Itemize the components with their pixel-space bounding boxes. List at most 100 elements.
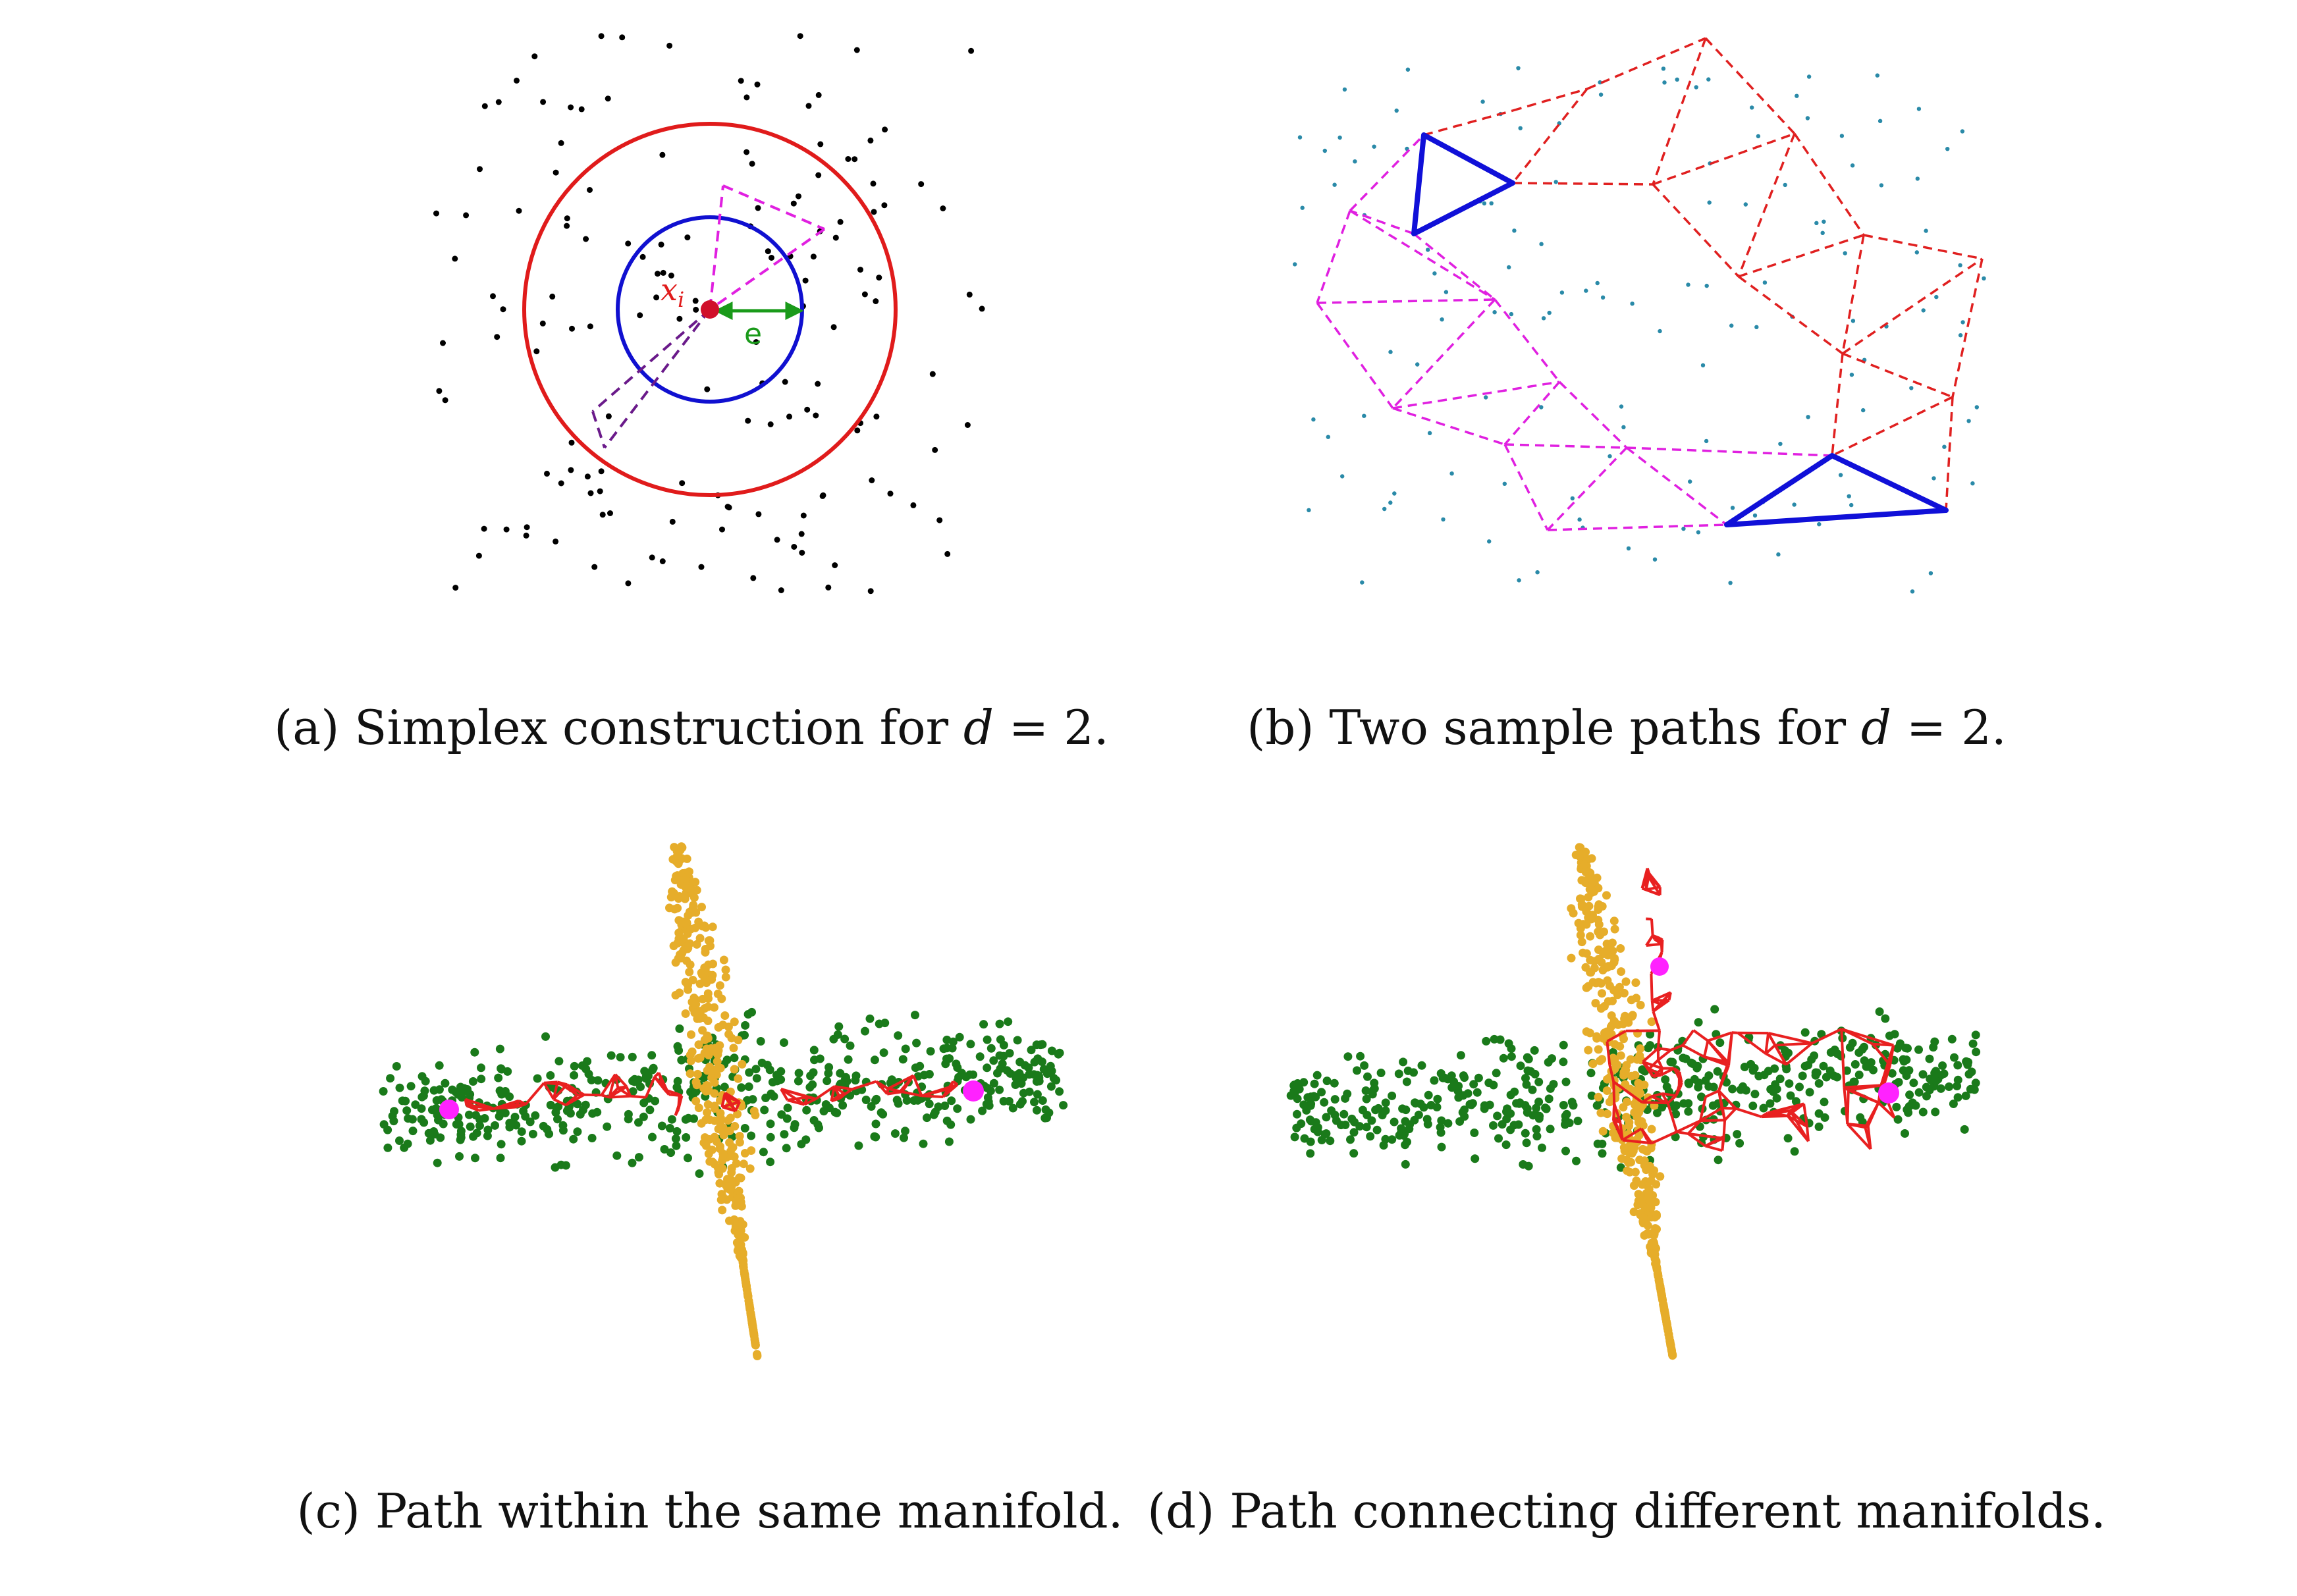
scatter-point bbox=[870, 180, 877, 187]
scatter-point bbox=[433, 210, 439, 217]
scatter-point bbox=[944, 550, 951, 557]
manifold-point bbox=[517, 1127, 526, 1136]
manifold-point bbox=[713, 1163, 722, 1172]
manifold-point bbox=[925, 1100, 934, 1109]
manifold-point bbox=[685, 967, 694, 976]
manifold-point bbox=[554, 1102, 563, 1111]
path-edge bbox=[1841, 234, 1865, 354]
manifold-point bbox=[1388, 1135, 1397, 1144]
manifold-point bbox=[472, 1129, 481, 1138]
scatter-point bbox=[1756, 134, 1761, 139]
path-edge bbox=[1721, 1136, 1725, 1151]
purple-simplex bbox=[591, 308, 711, 449]
manifold-point bbox=[686, 1069, 695, 1078]
manifold-point bbox=[1371, 1105, 1380, 1115]
manifold-point bbox=[1367, 1116, 1376, 1125]
manifold-point bbox=[693, 1054, 703, 1063]
path-edge bbox=[1662, 1092, 1677, 1098]
manifold-point bbox=[1313, 1127, 1322, 1136]
manifold-point bbox=[1606, 1022, 1615, 1031]
manifold-point bbox=[713, 1057, 722, 1066]
manifold-point bbox=[1015, 1100, 1025, 1109]
manifold-point bbox=[760, 1105, 769, 1115]
manifold-point bbox=[752, 1074, 761, 1083]
manifold-point bbox=[593, 1076, 603, 1085]
scatter-point bbox=[1517, 578, 1521, 583]
path-edge bbox=[1737, 1032, 1767, 1055]
scatter-point bbox=[1353, 159, 1357, 164]
manifold-point bbox=[411, 1100, 420, 1109]
path-edge bbox=[887, 1087, 903, 1094]
manifold-point bbox=[383, 1143, 392, 1152]
manifold-point bbox=[533, 1074, 542, 1083]
manifold-point bbox=[691, 1087, 701, 1096]
manifold-point bbox=[395, 1136, 404, 1145]
manifold-point bbox=[780, 1038, 788, 1047]
manifold-point bbox=[1656, 1172, 1665, 1181]
panel-d-orange-manifold bbox=[1567, 843, 1677, 1360]
manifold-point bbox=[721, 965, 730, 974]
manifold-point bbox=[1013, 1036, 1022, 1045]
path-edge bbox=[1722, 1107, 1736, 1110]
scatter-point bbox=[1706, 77, 1711, 82]
manifold-point bbox=[436, 1133, 445, 1142]
manifold-point bbox=[634, 1118, 643, 1127]
scatter-point bbox=[1806, 415, 1810, 419]
panel-c-red-path bbox=[464, 1071, 959, 1116]
manifold-point bbox=[657, 1121, 666, 1130]
path-edge bbox=[1737, 275, 1844, 355]
manifold-point bbox=[1366, 1132, 1375, 1141]
manifold-point bbox=[1602, 1086, 1611, 1095]
manifold-point bbox=[880, 1019, 890, 1028]
manifold-point bbox=[740, 1233, 749, 1242]
manifold-point bbox=[1027, 1046, 1036, 1055]
manifold-point bbox=[558, 1126, 568, 1135]
scatter-point bbox=[820, 492, 826, 498]
manifold-point bbox=[1507, 1052, 1516, 1061]
scatter-point bbox=[1516, 66, 1521, 70]
manifold-point bbox=[797, 1140, 806, 1149]
path-edge bbox=[583, 1093, 602, 1097]
manifold-point bbox=[1569, 1101, 1578, 1110]
manifold-point bbox=[808, 1080, 817, 1089]
scatter-point bbox=[1921, 308, 1926, 313]
scatter-point bbox=[749, 161, 755, 167]
radius-label-e: e bbox=[744, 317, 762, 351]
manifold-point bbox=[734, 1242, 743, 1252]
scatter-point bbox=[1440, 317, 1444, 322]
path-edge bbox=[566, 1083, 579, 1096]
path-edge bbox=[1831, 396, 1953, 457]
scatter-point bbox=[693, 306, 699, 313]
path-edge bbox=[614, 1073, 628, 1088]
manifold-point bbox=[1590, 957, 1599, 966]
manifold-point bbox=[734, 1186, 743, 1196]
manifold-point bbox=[1437, 1142, 1446, 1152]
manifold-point bbox=[448, 1085, 457, 1094]
manifold-point bbox=[673, 1077, 682, 1086]
path-edge bbox=[1848, 1084, 1881, 1092]
scatter-point bbox=[440, 340, 446, 346]
manifold-point bbox=[1887, 1069, 1897, 1078]
path-edge bbox=[1847, 1123, 1866, 1129]
path-edge bbox=[552, 1081, 559, 1100]
manifold-point bbox=[420, 1086, 429, 1096]
manifold-point bbox=[783, 1104, 792, 1113]
manifold-point bbox=[1559, 1057, 1568, 1067]
manifold-point bbox=[417, 1115, 426, 1124]
manifold-point bbox=[725, 1216, 734, 1225]
scatter-point bbox=[1752, 513, 1758, 518]
scatter-point bbox=[1681, 526, 1686, 531]
manifold-point bbox=[1008, 1104, 1017, 1113]
manifold-point bbox=[1608, 996, 1617, 1005]
manifold-point bbox=[1025, 1087, 1034, 1096]
scatter-point bbox=[1518, 126, 1523, 130]
manifold-point bbox=[700, 974, 709, 984]
path-edge bbox=[1831, 353, 1844, 456]
path-edge bbox=[1765, 1052, 1787, 1066]
manifold-point bbox=[672, 1141, 681, 1150]
manifold-point bbox=[766, 1157, 775, 1167]
manifold-point bbox=[1322, 1113, 1331, 1122]
manifold-point bbox=[1303, 1093, 1312, 1102]
manifold-point bbox=[1470, 1129, 1479, 1137]
path-edge bbox=[1648, 872, 1662, 888]
